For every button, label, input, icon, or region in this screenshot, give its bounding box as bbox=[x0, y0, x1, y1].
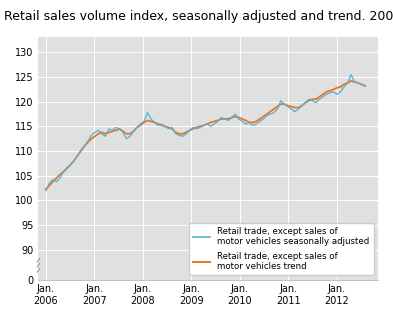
Legend: Retail trade, except sales of
motor vehicles seasonally adjusted, Retail trade, : Retail trade, except sales of motor vehi… bbox=[189, 223, 374, 275]
Text: Retail sales volume index, seasonally adjusted and trend. 2006-2012: Retail sales volume index, seasonally ad… bbox=[4, 10, 393, 22]
